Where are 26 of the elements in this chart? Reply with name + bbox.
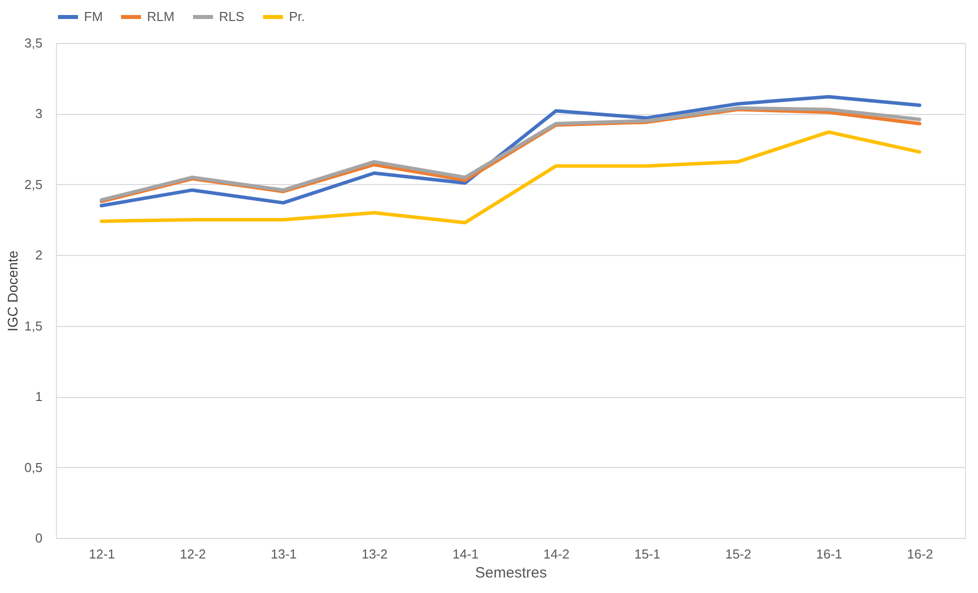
legend-label: RLS bbox=[219, 9, 245, 24]
x-axis-title: Semestres bbox=[475, 564, 547, 582]
x-tick-label: 16-1 bbox=[816, 546, 842, 562]
x-tick-label: 15-1 bbox=[634, 546, 660, 562]
x-tick-label: 14-1 bbox=[452, 546, 479, 562]
x-tick-label: 13-2 bbox=[362, 546, 388, 562]
x-tick-label: 14-2 bbox=[543, 546, 570, 562]
y-tick-label: 0 bbox=[35, 530, 42, 546]
line-series bbox=[100, 94, 922, 208]
y-tick-label: 2,5 bbox=[24, 176, 42, 192]
y-tick-label: 2 bbox=[35, 248, 42, 263]
y-tick-label: 3,5 bbox=[24, 36, 42, 50]
y-tick-label: 1 bbox=[35, 389, 42, 404]
x-tick-label: 16-2 bbox=[907, 546, 934, 562]
legend-label: RLM bbox=[147, 9, 174, 24]
y-axis-title: IGC Docente bbox=[4, 250, 20, 332]
x-tick-label: 12-1 bbox=[88, 546, 115, 562]
line-series bbox=[100, 130, 922, 224]
x-tick-label: 12-2 bbox=[180, 546, 206, 562]
y-tick-label: 0,5 bbox=[24, 460, 42, 475]
legend-label: FM bbox=[84, 9, 103, 24]
x-tick-label: 13-1 bbox=[270, 546, 297, 562]
y-tick-label: 3 bbox=[35, 106, 42, 122]
x-tick-label: 15-2 bbox=[725, 546, 752, 562]
legend-label: Pr. bbox=[289, 9, 305, 24]
y-tick-label: 1,5 bbox=[24, 318, 42, 334]
